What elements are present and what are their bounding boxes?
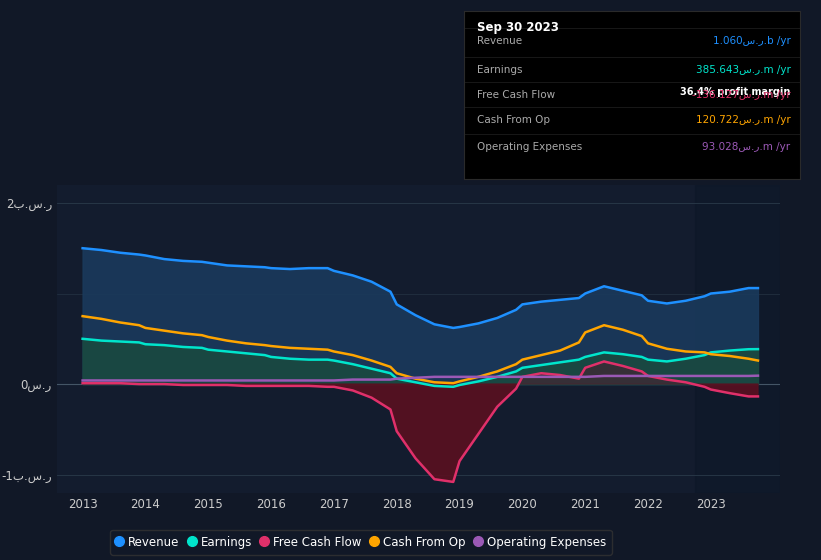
Text: -136.127س.ر.m /yr: -136.127س.ر.m /yr xyxy=(692,90,791,100)
Text: Revenue: Revenue xyxy=(477,36,522,46)
Text: 93.028س.ر.m /yr: 93.028س.ر.m /yr xyxy=(702,142,791,152)
Text: Free Cash Flow: Free Cash Flow xyxy=(477,90,556,100)
Text: 120.722س.ر.m /yr: 120.722س.ر.m /yr xyxy=(695,115,791,125)
Text: Cash From Op: Cash From Op xyxy=(477,115,550,125)
Bar xyxy=(695,185,780,493)
Text: 1.060س.ر.b /yr: 1.060س.ر.b /yr xyxy=(713,36,791,46)
Legend: Revenue, Earnings, Free Cash Flow, Cash From Op, Operating Expenses: Revenue, Earnings, Free Cash Flow, Cash … xyxy=(110,530,612,554)
Text: 36.4% profit margin: 36.4% profit margin xyxy=(680,87,791,97)
Text: Operating Expenses: Operating Expenses xyxy=(477,142,583,152)
Text: Earnings: Earnings xyxy=(477,65,523,75)
Text: 385.643س.ر.m /yr: 385.643س.ر.m /yr xyxy=(695,65,791,75)
Text: Sep 30 2023: Sep 30 2023 xyxy=(477,21,559,34)
